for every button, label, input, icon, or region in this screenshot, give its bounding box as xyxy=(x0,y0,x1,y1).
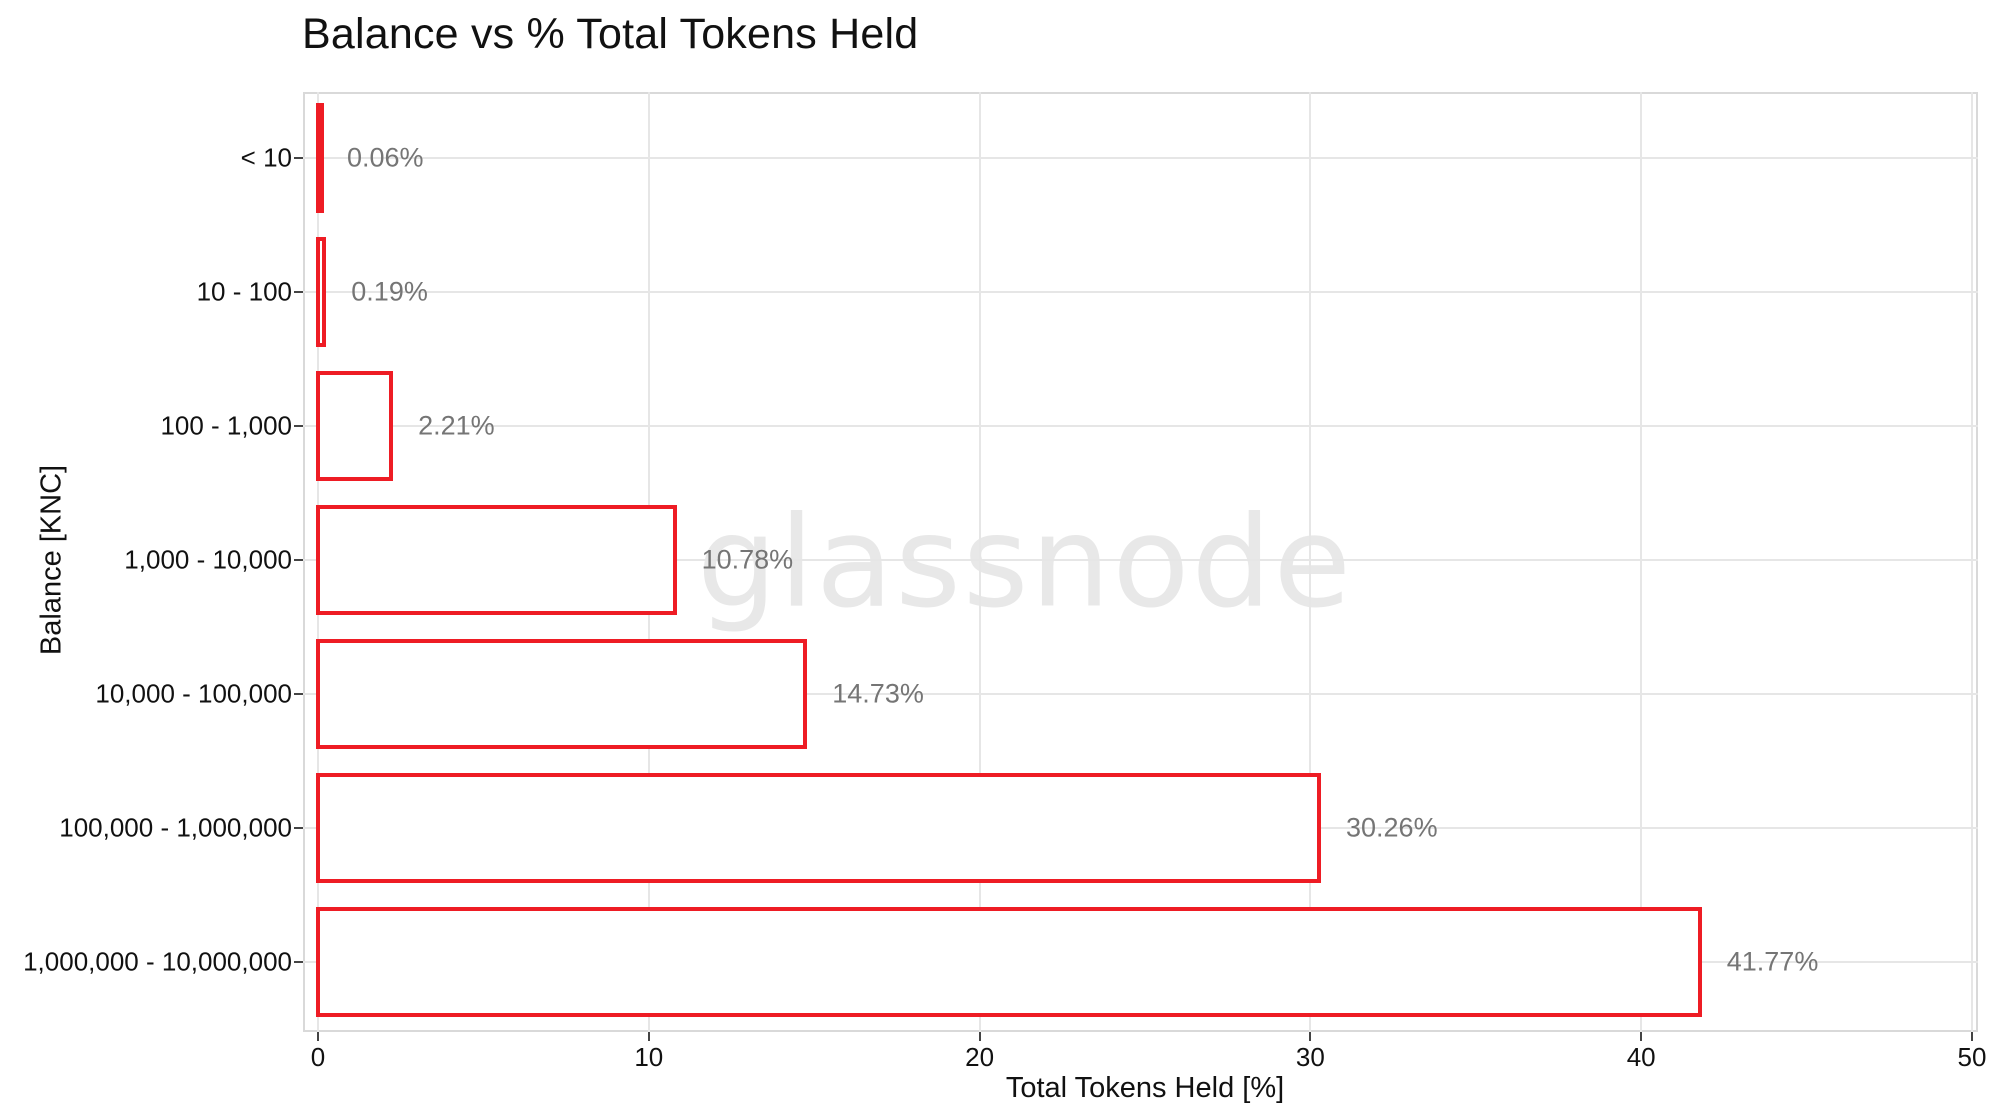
bar-value-label: 2.21% xyxy=(418,410,495,441)
bar-value-label: 10.78% xyxy=(701,544,794,575)
y-tick-mark xyxy=(294,425,303,427)
plot-panel xyxy=(303,92,1978,1032)
x-tick-label: 0 xyxy=(310,1042,326,1072)
bar-2 xyxy=(316,237,327,347)
gridline-row xyxy=(303,559,1978,561)
bar-value-label: 0.06% xyxy=(347,142,424,173)
bar-1 xyxy=(316,103,324,213)
x-tick-mark xyxy=(647,1032,650,1041)
x-tick-label: 30 xyxy=(1295,1042,1325,1072)
y-tick-mark xyxy=(294,827,303,829)
bar-7 xyxy=(316,907,1702,1017)
y-tick-label: 100,000 - 1,000,000 xyxy=(59,812,292,843)
x-tick-mark xyxy=(1971,1032,1973,1041)
bar-value-label: 0.19% xyxy=(351,276,428,307)
x-tick-mark xyxy=(978,1032,981,1041)
panel-border xyxy=(303,92,1978,1032)
x-tick-label: 40 xyxy=(1626,1042,1656,1072)
x-tick-label: 10 xyxy=(634,1042,664,1072)
gridline-x-20 xyxy=(978,92,981,1032)
bar-3 xyxy=(316,371,394,481)
y-tick-mark xyxy=(294,559,303,561)
gridline-x-30 xyxy=(1309,92,1312,1032)
y-tick-label: 1,000,000 - 10,000,000 xyxy=(23,946,292,977)
gridline-row xyxy=(303,693,1978,695)
gridline-row xyxy=(303,425,1978,427)
y-tick-mark xyxy=(294,157,303,159)
x-tick-mark xyxy=(1640,1032,1643,1041)
bar-value-label: 41.77% xyxy=(1726,946,1819,977)
bar-value-label: 14.73% xyxy=(832,678,924,709)
x-tick-label: 20 xyxy=(965,1042,995,1072)
y-tick-mark xyxy=(294,693,303,695)
chart-title: Balance vs % Total Tokens Held xyxy=(302,10,919,58)
y-tick-mark xyxy=(294,961,303,963)
y-tick-label: 1,000 - 10,000 xyxy=(124,544,292,575)
y-tick-label: 10,000 - 100,000 xyxy=(95,678,292,709)
gridline-row xyxy=(303,291,1978,293)
y-tick-mark xyxy=(294,291,303,293)
y-tick-label: 100 - 1,000 xyxy=(160,410,292,441)
bar-4 xyxy=(316,505,677,615)
x-tick-mark xyxy=(1309,1032,1312,1041)
gridline-x-40 xyxy=(1640,92,1643,1032)
bar-5 xyxy=(316,639,808,749)
bar-value-label: 30.26% xyxy=(1346,812,1438,843)
y-axis-title: Balance [KNC] xyxy=(35,464,68,656)
x-axis-title: Total Tokens Held [%] xyxy=(1005,1072,1285,1104)
gridline-x-50 xyxy=(1971,92,1973,1032)
x-tick-mark xyxy=(317,1032,319,1041)
x-tick-label: 50 xyxy=(1957,1042,1987,1072)
watermark: glassnode xyxy=(697,488,1353,636)
y-tick-label: < 10 xyxy=(240,142,292,173)
y-tick-label: 10 - 100 xyxy=(196,276,292,307)
gridline-row xyxy=(303,157,1978,159)
bar-6 xyxy=(316,773,1321,883)
